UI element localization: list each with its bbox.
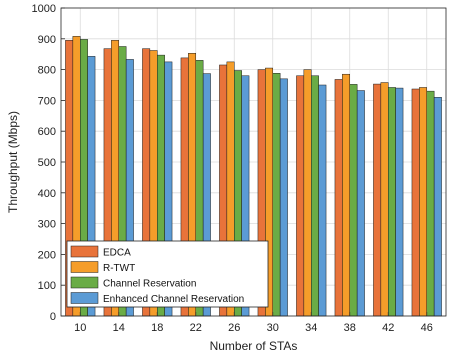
bar xyxy=(273,73,280,316)
legend-swatch xyxy=(71,293,98,304)
y-tick-label: 500 xyxy=(38,157,56,169)
bar xyxy=(434,97,441,316)
bar xyxy=(427,91,434,316)
bar xyxy=(350,84,357,316)
bar xyxy=(296,76,303,316)
bar xyxy=(412,89,419,316)
y-tick-label: 700 xyxy=(38,95,56,107)
x-tick-label: 14 xyxy=(113,322,125,334)
y-tick-label: 0 xyxy=(50,311,56,323)
x-tick-label: 18 xyxy=(151,322,163,334)
legend-swatch xyxy=(71,262,98,273)
y-tick-label: 600 xyxy=(38,126,56,138)
x-axis-label: Number of STAs xyxy=(210,339,298,353)
bar xyxy=(311,76,318,316)
x-tick-label: 30 xyxy=(267,322,279,334)
bar xyxy=(342,74,349,316)
legend-entry-label: Channel Reservation xyxy=(103,279,196,290)
y-axis-label: Throughput (Mbps) xyxy=(6,111,20,213)
bar xyxy=(304,70,311,316)
bar xyxy=(419,87,426,316)
x-tick-label: 26 xyxy=(228,322,240,334)
y-tick-label: 400 xyxy=(38,188,56,200)
x-tick-label: 42 xyxy=(382,322,394,334)
x-tick-label: 10 xyxy=(74,322,86,334)
y-tick-label: 900 xyxy=(38,34,56,46)
legend: EDCA R-TWT Channel Reservation Enhanced Cha… xyxy=(67,241,268,307)
y-tick-label: 100 xyxy=(38,280,56,292)
y-tick-label: 300 xyxy=(38,219,56,231)
y-tick-label: 800 xyxy=(38,65,56,77)
x-tick-label: 22 xyxy=(190,322,202,334)
x-tick-label: 46 xyxy=(421,322,433,334)
bar xyxy=(280,79,287,316)
legend-entry-label: EDCA xyxy=(103,248,131,259)
legend-entry-label: Enhanced Channel Reservation xyxy=(103,294,244,305)
bar xyxy=(335,79,342,316)
legend-swatch xyxy=(71,277,98,288)
bar xyxy=(388,87,395,316)
bar xyxy=(381,83,388,316)
bar xyxy=(373,84,380,316)
legend-swatch xyxy=(71,246,98,257)
y-tick-label: 1000 xyxy=(32,3,56,15)
bar xyxy=(357,91,364,316)
bar xyxy=(319,85,326,316)
x-tick-label: 38 xyxy=(344,322,356,334)
legend-entry-label: R-TWT xyxy=(103,263,135,274)
y-tick-label: 200 xyxy=(38,249,56,261)
bar xyxy=(396,88,403,316)
x-tick-label: 34 xyxy=(305,322,317,334)
